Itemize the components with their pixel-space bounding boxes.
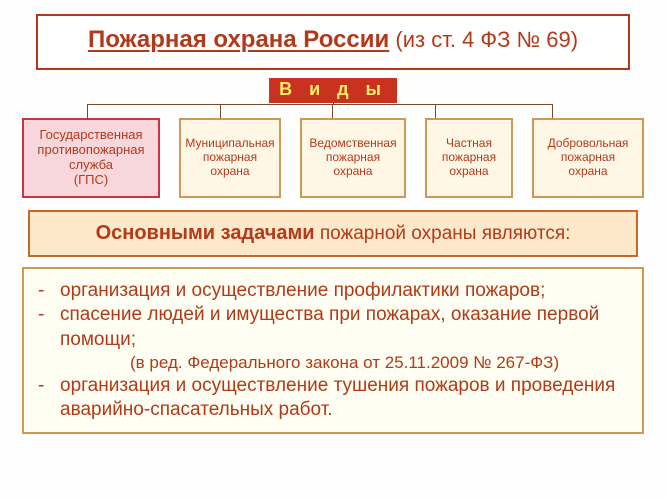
types-label-pill: В и д ы	[269, 78, 397, 103]
tasks-list-item: -организация и осуществление профилактик…	[38, 279, 628, 303]
connector-v-1	[220, 104, 221, 118]
type-box-line: охрана	[431, 165, 507, 179]
page-title-main: Пожарная охрана России	[88, 26, 389, 53]
type-box-line: охрана	[306, 165, 400, 179]
list-dash: -	[38, 303, 60, 352]
type-box-line: охрана	[538, 165, 638, 179]
connector-v-0	[87, 104, 88, 118]
list-dash: -	[38, 279, 60, 303]
connector-v-3	[435, 104, 436, 118]
tasks-list-item: -спасение людей и имущества при пожарах,…	[38, 303, 628, 352]
type-box-1: Муниципальнаяпожарнаяохрана	[179, 118, 281, 198]
type-box-line: Ведомственная	[306, 137, 400, 151]
type-box-4: Добровольнаяпожарнаяохрана	[532, 118, 644, 198]
tasks-title-box: Основными задачами пожарной охраны являю…	[28, 210, 638, 257]
type-box-line: пожарная	[431, 151, 507, 165]
type-boxes-row: Государственнаяпротивопожарнаяслужба(ГПС…	[22, 118, 644, 198]
type-box-3: Частнаяпожарнаяохрана	[425, 118, 513, 198]
type-box-0: Государственнаяпротивопожарнаяслужба(ГПС…	[22, 118, 160, 198]
tasks-note: (в ред. Федерального закона от 25.11.200…	[38, 352, 628, 374]
connector-h	[87, 104, 552, 105]
type-box-line: служба	[28, 158, 154, 173]
tasks-list-item-text: организация и осуществление профилактики…	[60, 279, 545, 303]
type-box-2: Ведомственнаяпожарнаяохрана	[300, 118, 406, 198]
type-box-line: Муниципальная	[185, 137, 275, 151]
type-box-line: противопожарная	[28, 143, 154, 158]
type-box-line: охрана	[185, 165, 275, 179]
type-box-line: Государственная	[28, 128, 154, 143]
tasks-title-rest: пожарной охраны являются:	[315, 223, 571, 244]
connector-v-4	[552, 104, 553, 118]
tasks-list-box: -организация и осуществление профилактик…	[22, 267, 644, 434]
type-box-line: Частная	[431, 137, 507, 151]
tasks-list-item-text: организация и осуществление тушения пожа…	[60, 374, 628, 423]
list-dash: -	[38, 374, 60, 423]
types-area: В и д ы Государственнаяпротивопожарнаясл…	[22, 78, 644, 204]
title-box: Пожарная охрана России (из ст. 4 ФЗ № 69…	[36, 14, 630, 70]
tasks-title-main: Основными задачами	[96, 222, 315, 244]
type-box-line: пожарная	[306, 151, 400, 165]
page-title-meta: (из ст. 4 ФЗ № 69)	[389, 27, 578, 52]
connector-v-2	[332, 104, 333, 118]
type-box-line: Добровольная	[538, 137, 638, 151]
tasks-list-item-text: спасение людей и имущества при пожарах, …	[60, 303, 628, 352]
type-box-line: пожарная	[185, 151, 275, 165]
type-box-line: (ГПС)	[28, 173, 154, 188]
tasks-list-item: -организация и осуществление тушения пож…	[38, 374, 628, 423]
type-box-line: пожарная	[538, 151, 638, 165]
